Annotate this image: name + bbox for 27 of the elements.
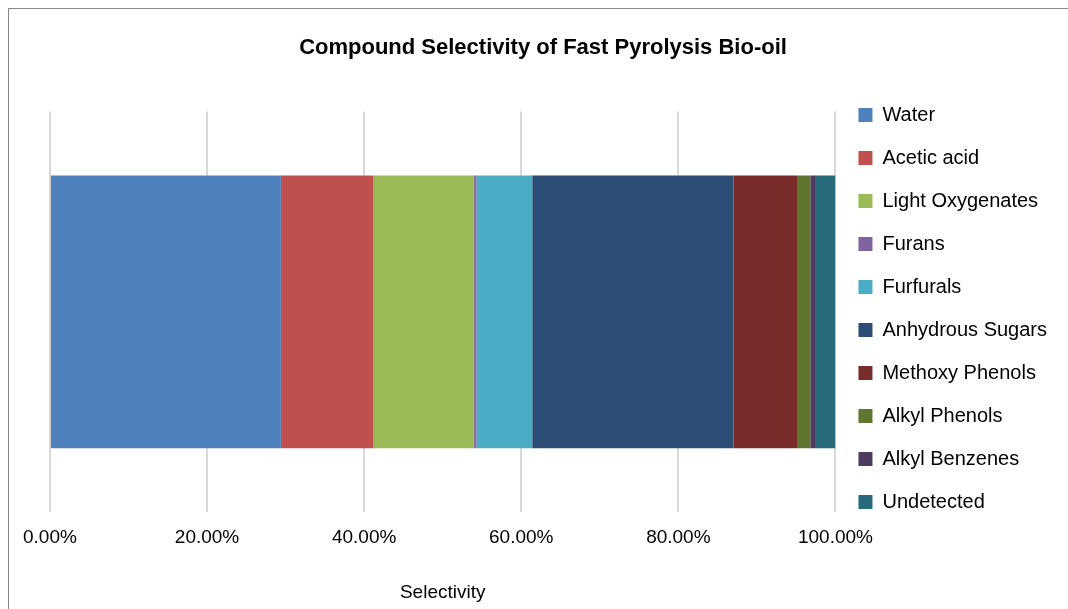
bar xyxy=(797,175,811,449)
bar xyxy=(810,175,816,449)
legend-label: Anhydrous Sugars xyxy=(882,317,1048,340)
legend-label: Undetected xyxy=(882,489,985,512)
bar xyxy=(50,175,281,449)
legend-label: Methoxy Phenols xyxy=(882,360,1036,383)
x-tick-label: 20.00% xyxy=(174,526,240,548)
x-axis-title: Selectivity xyxy=(399,580,486,602)
bar xyxy=(280,175,374,449)
legend-label: Furans xyxy=(882,231,945,254)
x-tick-label: 60.00% xyxy=(489,526,554,548)
bar xyxy=(476,175,533,449)
legend-label: Acetic acid xyxy=(882,145,980,168)
legend-label: Alkyl Benzenes xyxy=(882,446,1020,469)
legend-label: Light Oxygenates xyxy=(882,188,1039,211)
x-tick-label: 0.00% xyxy=(23,526,77,548)
legend-label: Water xyxy=(882,102,936,125)
bar xyxy=(733,175,798,449)
x-tick-label: 80.00% xyxy=(646,526,711,548)
bar xyxy=(373,175,475,449)
x-tick-label: 100.00% xyxy=(797,526,874,548)
bar xyxy=(815,175,836,449)
legend-label: Furfurals xyxy=(882,274,962,297)
bar xyxy=(532,175,734,449)
chart-title: Compound Selectivity of Fast Pyrolysis Bio-oil xyxy=(299,34,787,60)
x-tick-label: 40.00% xyxy=(331,526,397,548)
legend-label: Alkyl Phenols xyxy=(882,403,1003,426)
